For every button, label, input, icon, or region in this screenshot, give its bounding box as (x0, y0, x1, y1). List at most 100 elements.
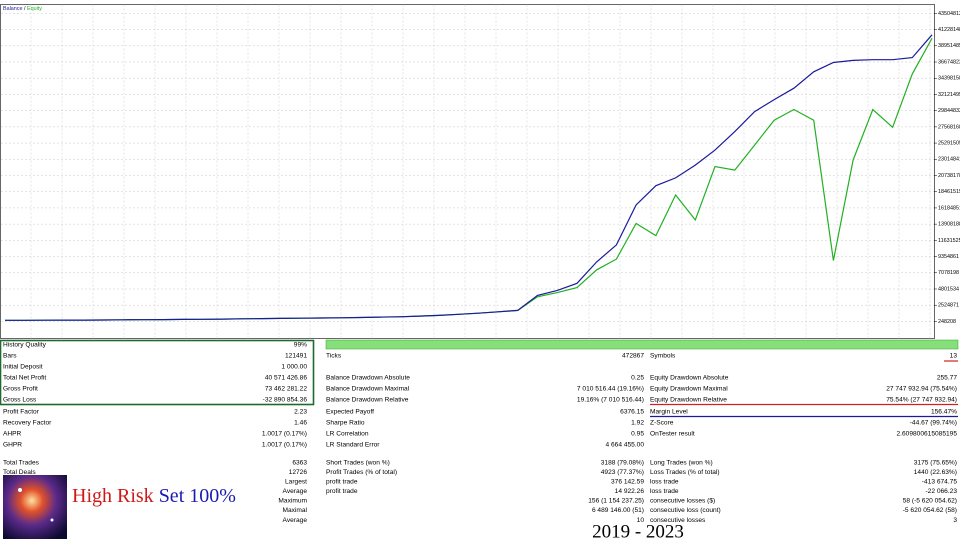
cell-label: Z-Score (650, 419, 674, 426)
cell-label: consecutive losses ($) (650, 497, 715, 504)
cell-label: profit trade (326, 478, 358, 485)
y-tick-label: 9354861 (938, 254, 959, 260)
cell-label: Symbols (650, 352, 676, 359)
cell-value: 7 010 516.44 (19.16%) (577, 385, 644, 392)
cell-label: Long Trades (won %) (650, 459, 713, 466)
cell-label: LR Correlation (326, 430, 369, 437)
legend-balance: Balance (3, 6, 22, 12)
cell-value: 75.54% (27 747 932.94) (886, 396, 957, 403)
y-tick-label: 27568168 (938, 124, 960, 130)
y-tick-label: 25291505 (938, 140, 960, 146)
cell-value: 14 922.26 (615, 488, 645, 495)
cell-value: 99% (294, 341, 307, 348)
cell-value: 1.46 (294, 419, 307, 426)
cell-value: 3 (953, 517, 957, 524)
cell-label: Balance Drawdown Absolute (326, 374, 410, 381)
cell-label: AHPR (3, 430, 22, 437)
cell-label: loss trade (650, 478, 679, 485)
cell-label: consecutive losses (650, 517, 706, 524)
cell-label: Gross Loss (3, 396, 37, 403)
y-tick-label: 29844832 (938, 108, 960, 114)
cell-label: Equity Drawdown Absolute (650, 374, 729, 381)
cell-value: 121491 (285, 352, 307, 359)
y-tick-label: 7078198 (938, 270, 959, 276)
cell-label: Initial Deposit (3, 363, 43, 370)
y-tick-label: 248208 (938, 319, 956, 325)
cell-value: 19.16% (7 010 516.44) (577, 396, 644, 403)
cell-value: 472867 (622, 352, 644, 359)
cell-label: Profit Factor (3, 408, 40, 415)
cell-value: Largest (285, 478, 307, 485)
cell-label: Balance Drawdown Maximal (326, 385, 410, 392)
y-tick-label: 11631525 (938, 238, 960, 244)
cell-value: 58 (-5 620 054.62) (903, 497, 957, 504)
cell-value: 6363 (292, 459, 307, 466)
cell-label: Balance Drawdown Relative (326, 396, 409, 403)
cell-value: -5 620 054.62 (58) (903, 507, 957, 514)
cell-value: -44.67 (99.74%) (910, 419, 957, 426)
cell-value: 156.47% (931, 408, 957, 415)
cell-value: 3188 (79.08%) (601, 459, 644, 466)
cell-value: Average (283, 517, 308, 524)
star (50, 518, 54, 522)
cell-value: 6376.15 (620, 408, 644, 415)
y-tick-label: 18461515 (938, 189, 960, 195)
banner-years: 2019 - 2023 (592, 521, 684, 540)
y-tick-label: 34398158 (938, 76, 960, 82)
cell-label: Total Net Profit (3, 374, 46, 381)
series-line (5, 34, 933, 321)
cell-label: Equity Drawdown Maximal (650, 385, 728, 392)
cell-value: 12726 (289, 469, 308, 476)
cell-label: Loss Trades (% of total) (650, 469, 720, 476)
cell-label: GHPR (3, 441, 22, 448)
quality-bar (325, 339, 959, 350)
cell-value: 13 (950, 352, 958, 359)
cell-value: 73 462 281.22 (265, 385, 308, 392)
cell-value: 4923 (77.37%) (601, 469, 644, 476)
cell-value: 2.609800615085195 (896, 430, 957, 437)
cell-label: OnTester result (650, 430, 695, 437)
legend-equity: Equity (27, 6, 42, 12)
cell-value: 4 664 455.00 (605, 441, 644, 448)
cell-value: 376 142.59 (611, 478, 644, 485)
star (18, 488, 22, 492)
cell-label: History Quality (3, 341, 47, 348)
cell-label: Margin Level (650, 408, 688, 415)
cell-value: 3175 (75.65%) (914, 459, 957, 466)
cell-value: Average (283, 488, 308, 495)
cell-label: consecutive loss (count) (650, 507, 721, 514)
cell-value: 2.23 (294, 408, 307, 415)
logo-image (3, 475, 67, 539)
cell-label: Sharpe Ratio (326, 419, 365, 426)
cell-value: 255.77 (937, 374, 958, 381)
y-tick-label: 20738178 (938, 173, 960, 179)
y-tick-label: 32121495 (938, 92, 960, 98)
cell-value: 40 571 426.86 (265, 374, 308, 381)
cell-label: Expected Payoff (326, 408, 374, 415)
cell-value: Maximum (278, 497, 307, 504)
cell-value: 27 747 932.94 (75.54%) (886, 385, 957, 392)
cell-label: Gross Profit (3, 385, 38, 392)
cell-value: 1.0017 (0.17%) (262, 441, 307, 448)
cell-label: Equity Drawdown Relative (650, 396, 727, 403)
banner-high-risk: High Risk (72, 485, 154, 507)
y-tick-label: 4801534 (938, 286, 959, 292)
y-tick-label: 41228148 (938, 27, 960, 33)
cell-value: 1440 (22.63%) (914, 469, 957, 476)
y-tick-label: 16184851 (938, 205, 960, 211)
cell-value: -413 674.75 (922, 478, 958, 485)
cell-label: Total Deals (3, 469, 36, 476)
y-tick-label: 13908188 (938, 222, 960, 228)
y-tick-label: 36674822 (938, 59, 960, 65)
cell-value: -32 890 854.36 (263, 396, 308, 403)
cell-value: 1.92 (631, 419, 644, 426)
cell-value: 6 489 146.00 (51) (592, 507, 644, 514)
legend-separator: / (24, 6, 26, 12)
cell-value: 1 000.00 (281, 363, 307, 370)
cell-label: Profit Trades (% of total) (326, 469, 397, 476)
cell-label: loss trade (650, 488, 679, 495)
cell-label: Total Trades (3, 459, 40, 466)
legend: Balance / Equity (3, 6, 42, 12)
